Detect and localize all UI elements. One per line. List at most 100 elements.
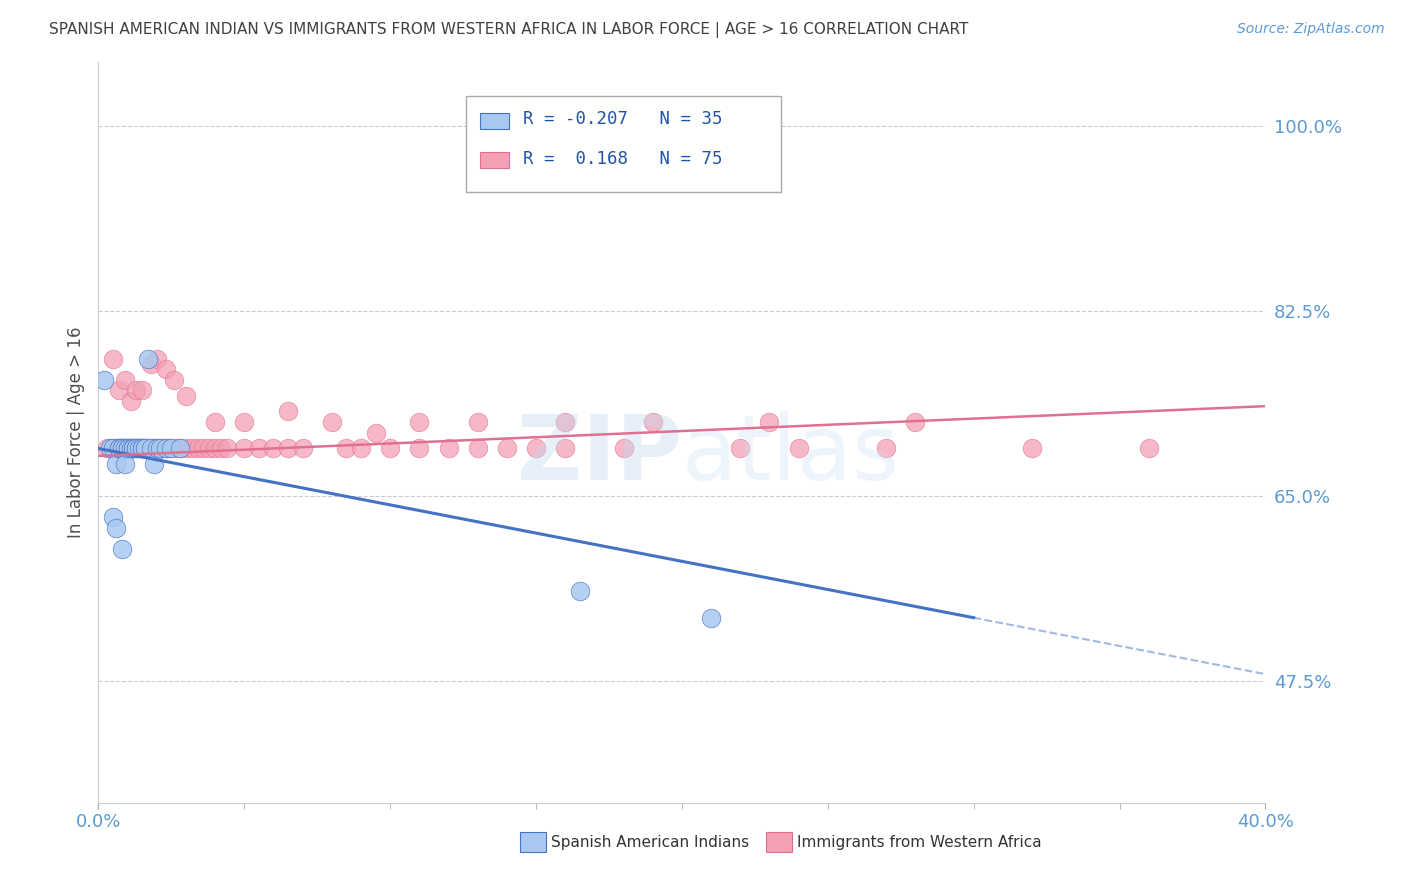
Point [104,458,127,472]
Point [380,442,402,456]
Point [128,442,150,456]
Point [163,373,186,387]
Point [180,442,202,456]
Point [149,442,172,456]
Point [204,415,226,429]
Point [437,442,460,456]
Point [146,351,169,366]
Point [139,357,162,371]
Point [125,442,148,456]
Text: Source: ZipAtlas.com: Source: ZipAtlas.com [1237,22,1385,37]
Point [117,442,139,456]
Point [700,611,723,625]
Point [335,442,357,456]
Point [568,584,591,599]
Point [114,442,136,456]
Point [193,442,215,456]
Text: Immigrants from Western Africa: Immigrants from Western Africa [797,835,1042,849]
Point [904,415,927,429]
Point [730,442,752,456]
Point [108,442,131,456]
Point [117,442,139,456]
Point [139,442,162,456]
Point [467,415,489,429]
Point [125,442,148,456]
Text: Spanish American Indians: Spanish American Indians [551,835,749,849]
Point [496,442,519,456]
Point [139,442,162,456]
Point [93,373,115,387]
Point [1021,442,1043,456]
Point [233,442,256,456]
Point [136,442,159,456]
Point [122,442,145,456]
Point [364,425,387,440]
Point [291,442,314,456]
Point [120,442,142,456]
Point [117,442,139,456]
Point [101,442,124,456]
Point [136,351,159,366]
Text: SPANISH AMERICAN INDIAN VS IMMIGRANTS FROM WESTERN AFRICA IN LABOR FORCE | AGE >: SPANISH AMERICAN INDIAN VS IMMIGRANTS FR… [49,22,969,38]
Point [101,351,124,366]
Point [104,521,127,535]
Point [120,393,142,408]
Point [108,442,131,456]
Point [198,442,221,456]
Point [125,384,148,398]
Point [111,442,134,456]
Point [247,442,270,456]
FancyBboxPatch shape [479,113,509,128]
Point [108,442,131,456]
Point [277,404,299,418]
Point [131,442,153,456]
Point [142,442,165,456]
Point [875,442,897,456]
Point [125,442,148,456]
Point [758,415,780,429]
Point [111,442,134,456]
Point [408,415,430,429]
Point [169,442,191,456]
Point [187,442,209,456]
Point [134,442,156,456]
Point [215,442,238,456]
Point [204,442,226,456]
Point [149,442,172,456]
Point [174,442,197,456]
Point [641,415,664,429]
Point [155,362,177,376]
Point [108,384,131,398]
Point [111,442,134,456]
Point [122,442,145,456]
Point [209,442,232,456]
Point [160,442,183,456]
Point [262,442,284,456]
Point [277,442,299,456]
Point [134,442,156,456]
Point [554,442,576,456]
Point [350,442,373,456]
Point [120,442,142,456]
Point [142,458,165,472]
Point [146,442,169,456]
Point [787,442,810,456]
Point [111,442,134,456]
Point [155,442,177,456]
Point [233,415,256,429]
Point [408,442,430,456]
Point [1137,442,1160,456]
Point [524,442,547,456]
Point [128,442,150,456]
Point [114,442,136,456]
Point [131,442,153,456]
Point [166,442,188,456]
Point [98,442,121,456]
Point [152,442,174,456]
Point [122,442,145,456]
Point [467,442,489,456]
Point [114,458,136,472]
Point [174,389,197,403]
Point [114,373,136,387]
Text: atlas: atlas [682,411,900,499]
